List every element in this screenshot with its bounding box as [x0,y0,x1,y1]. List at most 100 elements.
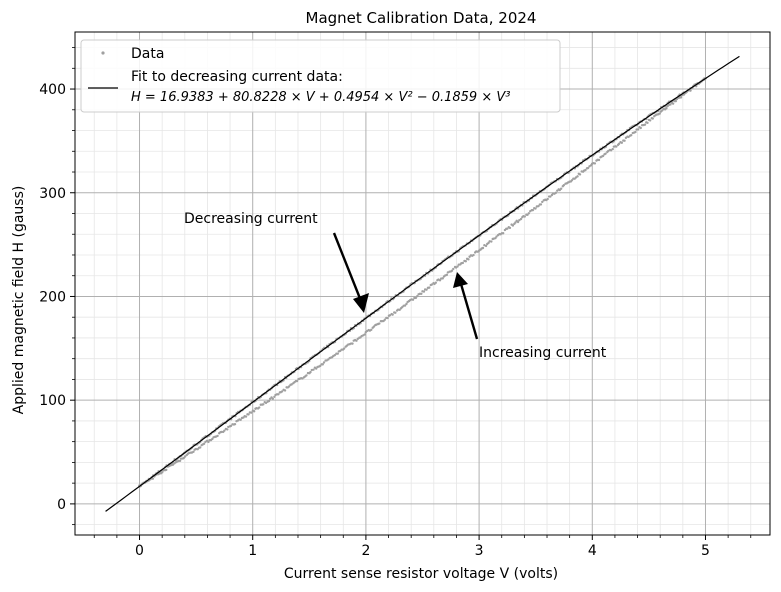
data-point [593,162,597,165]
data-point [239,418,242,421]
fit-line [105,55,740,512]
data-point [321,363,324,366]
data-point [161,471,164,474]
data-point [639,126,642,130]
data-point [467,258,470,261]
data-point [220,430,223,434]
data-point [342,347,346,350]
data-point [617,142,621,146]
data-point [319,364,322,368]
data-point [481,246,485,250]
data-point [461,261,465,265]
data-point [430,283,433,286]
data-point [495,235,498,238]
annotation-increasing-current: Increasing current [479,345,607,361]
data-point [674,99,678,103]
data-point [267,399,271,403]
data-point [534,207,537,210]
data-point [665,107,668,110]
legend-data-label: Data [131,46,164,62]
data-point [244,415,248,418]
data-point [351,342,354,345]
legend: Data Fit to decreasing current data: H =… [80,39,561,113]
data-point [562,183,566,187]
data-point [549,195,552,198]
data-point [519,217,523,221]
data-point [194,447,198,451]
data-point [679,96,683,99]
data-point [428,286,431,289]
data-point [601,154,605,158]
data-point [277,393,280,396]
data-point [634,130,637,134]
data-point [394,311,397,314]
data-point [422,290,426,293]
data-point [386,316,389,320]
data-point [658,112,661,115]
data-point [336,352,339,355]
data-point [629,134,633,137]
chart-title: Magnet Calibration Data, 2024 [306,9,537,27]
data-point [527,212,531,215]
data-point [511,224,515,227]
annotation-decreasing-current: Decreasing current [184,211,318,227]
x-tick-label: 2 [361,543,370,559]
data-point [363,333,366,336]
data-point [452,267,455,271]
data-point [151,477,155,480]
data-point [271,397,275,400]
data-point [199,446,202,449]
data-point [609,149,613,152]
data-point [202,442,206,445]
data-point [615,145,618,148]
data-points [138,77,707,489]
data-point [305,374,308,377]
data-point [484,244,488,248]
data-point [514,221,517,224]
data-point [391,313,394,316]
data-point [216,434,219,438]
data-point [539,203,543,206]
data-point [165,468,168,472]
data-point [252,410,256,413]
axis-ticks: 0 1 2 3 4 5 0 100 200 300 400 [39,47,752,559]
data-point [666,104,669,108]
data-point [280,390,284,393]
data-point [441,277,444,280]
data-point [523,215,526,218]
data-point [648,119,652,122]
data-point [646,121,649,125]
data-point [531,208,535,212]
x-tick-label: 4 [588,543,597,559]
y-tick-label: 100 [39,393,66,409]
data-point [226,428,229,431]
data-point [559,187,563,190]
data-point [333,353,337,357]
data-point [179,457,183,460]
data-point [438,279,442,282]
data-point [405,302,408,306]
data-point [508,226,512,230]
data-point [434,281,438,284]
data-point [456,265,459,268]
arrow-decreasing-current [332,232,363,302]
y-tick-label: 200 [39,289,66,305]
arrowhead-increasing-current [453,272,468,288]
data-point [506,227,509,230]
data-point [604,152,607,155]
legend-box [80,39,561,113]
data-point [233,422,237,426]
data-point [420,292,423,295]
data-point [247,413,250,416]
data-point [597,158,601,162]
y-tick-label: 0 [57,497,66,513]
data-point [283,389,287,392]
data-point [636,128,640,131]
data-point [620,141,624,144]
data-point [262,403,265,406]
x-tick-label: 1 [248,543,257,559]
data-point [388,314,392,317]
data-point [689,89,692,92]
data-point [586,166,590,170]
